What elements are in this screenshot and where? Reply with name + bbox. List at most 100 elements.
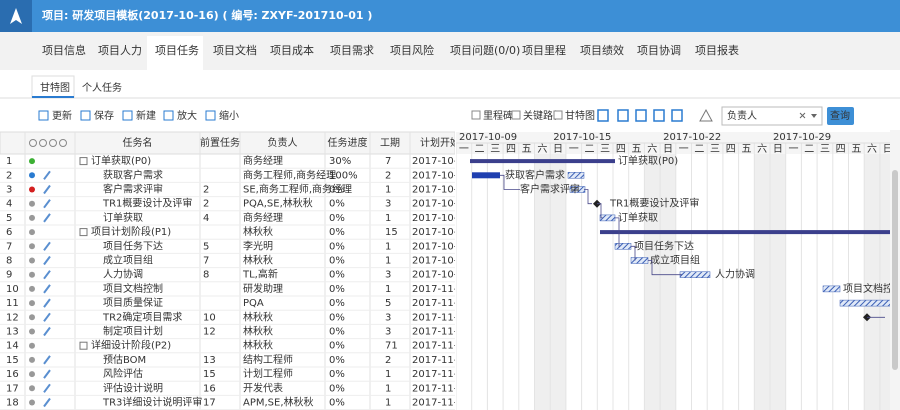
tree-toggle[interactable]	[79, 157, 88, 166]
nav-tab[interactable]: 项目需求	[330, 44, 374, 57]
search-placeholder[interactable]: 负责人	[727, 109, 757, 122]
tool-button[interactable]: 缩小	[219, 109, 239, 122]
attach-icon[interactable]	[43, 298, 51, 308]
dependency-arrow	[648, 260, 682, 276]
owner: 林秋秋	[243, 225, 273, 238]
attach-icon[interactable]	[43, 369, 51, 379]
nav-tab[interactable]: 项目人力	[98, 44, 142, 57]
tool-icon[interactable]	[617, 109, 629, 122]
dependency-arrow	[615, 217, 620, 247]
task-name[interactable]: 项目文档控制	[103, 282, 163, 295]
task-name[interactable]: 风险评估	[103, 367, 143, 380]
tool-icon[interactable]	[635, 109, 647, 122]
task-name[interactable]: 评估设计说明	[103, 381, 163, 394]
bar-label: 项目文档控制	[843, 282, 900, 295]
subtab[interactable]: 个人任务	[82, 81, 122, 94]
tree-toggle[interactable]	[79, 228, 88, 237]
nav-tab[interactable]: 项目成本	[270, 43, 314, 57]
clear-icon[interactable]	[799, 112, 806, 119]
tool-icon	[163, 110, 174, 121]
task-bar[interactable]	[614, 243, 632, 250]
search-button-label[interactable]: 查询	[830, 109, 850, 122]
progress: 100%	[329, 170, 358, 181]
attach-icon[interactable]	[43, 170, 51, 180]
tool-button[interactable]: 新建	[136, 109, 156, 122]
week-label: 2017-10-22	[663, 132, 721, 143]
start-date: 2017-11-05	[412, 327, 470, 338]
attach-icon[interactable]	[43, 199, 51, 209]
summary-task-name[interactable]: 项目计划阶段(P1)	[91, 225, 171, 238]
subtab[interactable]: 甘特图	[40, 81, 70, 94]
attach-icon[interactable]	[43, 326, 51, 337]
duration: 3	[385, 199, 391, 210]
task-name[interactable]: 客户需求评审	[103, 183, 163, 196]
summary-task-name[interactable]: 详细设计阶段(P2)	[91, 339, 171, 352]
checkbox[interactable]	[471, 110, 481, 120]
tool-icon	[38, 110, 49, 121]
task-name[interactable]: 项目任务下达	[103, 239, 163, 252]
task-name[interactable]: 制定项目计划	[103, 325, 163, 338]
nav-tab[interactable]: 项目问题(0/0)	[450, 44, 520, 57]
task-bar[interactable]	[679, 271, 711, 278]
day-label: 日	[883, 144, 893, 155]
task-name[interactable]: TR1概要设计及评审	[102, 197, 192, 210]
attach-icon[interactable]	[43, 355, 51, 365]
attach-icon[interactable]	[43, 270, 51, 280]
nav-tab[interactable]: 项目绩效	[580, 43, 624, 57]
task-name[interactable]: TR2确定项目需求	[102, 310, 182, 323]
task-bar[interactable]	[630, 257, 649, 264]
nav-tab[interactable]: 项目文档	[213, 43, 257, 57]
tree-toggle[interactable]	[79, 341, 88, 350]
tool-icon[interactable]	[653, 109, 665, 122]
checkbox[interactable]	[553, 110, 563, 120]
start-date: 2017-10-10	[412, 170, 470, 181]
task-name[interactable]: 获取客户需求	[103, 168, 163, 181]
task-bar[interactable]	[567, 172, 585, 179]
task-bar[interactable]	[822, 285, 841, 293]
nav-tab[interactable]: 项目信息	[42, 43, 86, 57]
search-button[interactable]	[827, 107, 854, 125]
attach-icon[interactable]	[43, 241, 51, 251]
dropdown-icon[interactable]	[811, 114, 817, 118]
task-name[interactable]: 项目质量保证	[103, 296, 163, 309]
scroll-thumb[interactable]	[892, 170, 898, 370]
tool-button[interactable]: 保存	[94, 109, 114, 122]
task-name[interactable]: 订单获取	[103, 212, 143, 224]
checkbox[interactable]	[511, 110, 521, 120]
nav-tab[interactable]: 项目任务	[155, 44, 199, 57]
nav-tab[interactable]: 项目里程	[522, 44, 566, 57]
duration: 15	[385, 227, 398, 238]
weekend-shade	[660, 154, 676, 410]
tool-icon[interactable]	[671, 109, 683, 122]
attach-icon[interactable]	[43, 284, 51, 294]
attach-icon[interactable]	[43, 383, 51, 393]
checkbox-label[interactable]: 里程碑	[483, 109, 513, 122]
task-name[interactable]: 人力协调	[103, 268, 143, 281]
summary-task-name[interactable]: 订单获取(P0)	[91, 155, 151, 167]
attach-icon[interactable]	[43, 312, 51, 322]
start-date: 2017-11-14	[412, 383, 470, 394]
day-label: 一	[789, 144, 799, 155]
checkbox-label[interactable]: 甘特图	[565, 109, 595, 122]
checkbox-label[interactable]: 关键路径	[523, 109, 563, 122]
progress: 0%	[329, 213, 345, 224]
task-name[interactable]: 成立项目组	[103, 254, 153, 267]
task-bar-complete[interactable]	[472, 172, 500, 179]
attach-icon[interactable]	[43, 213, 51, 223]
attach-icon[interactable]	[43, 184, 51, 195]
nav-tab[interactable]: 项目风险	[390, 43, 434, 57]
header-icon	[49, 139, 57, 147]
tool-button[interactable]: 放大	[177, 109, 197, 122]
search-input[interactable]	[721, 106, 823, 126]
tool-button[interactable]: 更新	[52, 109, 72, 122]
nav-tab[interactable]: 项目报表	[695, 43, 739, 57]
tool-icon[interactable]	[597, 109, 609, 122]
attach-icon[interactable]	[43, 255, 51, 266]
task-name[interactable]: TR3详细设计说明评审	[102, 396, 202, 409]
day-label: 日	[773, 144, 783, 155]
task-bar[interactable]	[839, 299, 900, 307]
nav-tab[interactable]: 项目协调	[637, 43, 681, 57]
task-name[interactable]: 预估BOM	[103, 353, 146, 366]
attach-icon[interactable]	[43, 397, 51, 408]
